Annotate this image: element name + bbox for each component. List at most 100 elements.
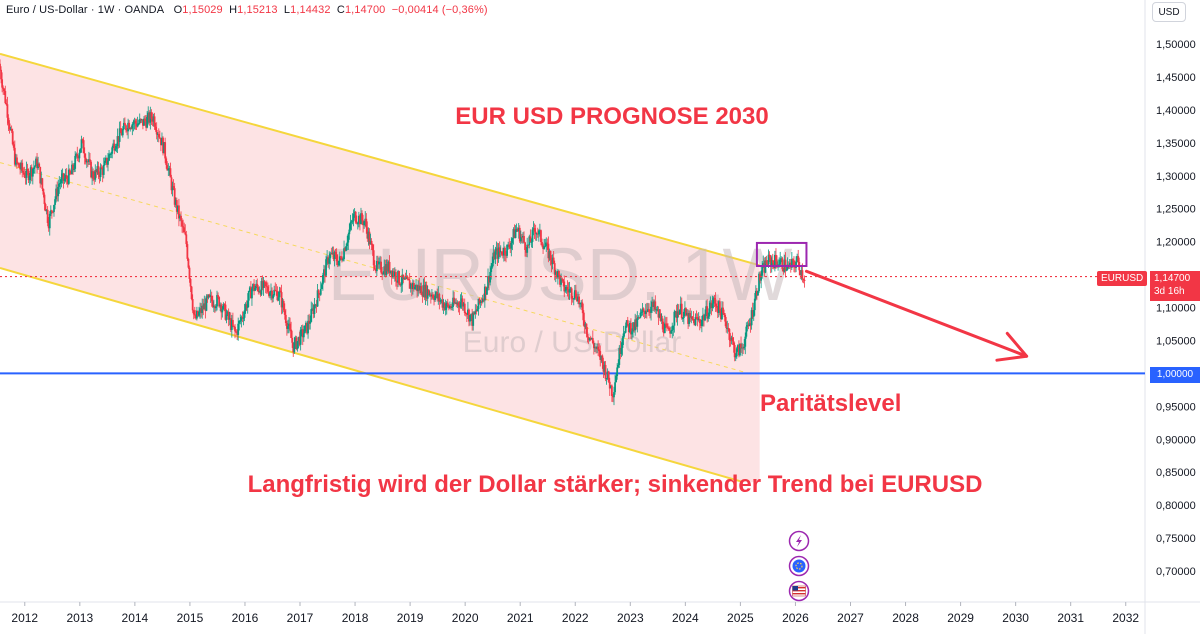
candle-body — [552, 257, 555, 264]
candle-body — [196, 311, 198, 319]
candle-body — [201, 305, 204, 314]
candle-body — [249, 287, 252, 299]
candle-body — [691, 316, 694, 319]
candle-body — [675, 311, 678, 318]
candle-body — [357, 215, 360, 224]
candle-body — [121, 129, 124, 136]
candle-body — [260, 281, 263, 295]
x-tick-label: 2020 — [452, 611, 479, 625]
candle-body — [681, 318, 684, 320]
candle-body — [428, 294, 431, 296]
candle-body — [704, 314, 706, 321]
candle-body — [435, 292, 438, 296]
candle-body — [485, 286, 487, 295]
symbol-label[interactable]: Euro / US-Dollar · 1W · OANDA — [6, 4, 165, 16]
candle-body — [272, 295, 275, 299]
last-price-value: 1,14700 — [1154, 273, 1191, 284]
candle-body — [751, 310, 754, 317]
candle-body — [38, 163, 41, 167]
candle-body — [359, 215, 361, 225]
candle-body — [614, 382, 616, 393]
candle-body — [549, 250, 552, 261]
candle-body — [757, 291, 759, 296]
candle-body — [470, 313, 472, 316]
candle-body — [138, 118, 141, 124]
candle-body — [626, 320, 629, 325]
candle-body — [566, 287, 569, 290]
candle-body — [638, 317, 641, 319]
candle-body — [133, 120, 136, 124]
candle-body — [415, 284, 417, 287]
candle-body — [300, 329, 303, 331]
candle-body — [439, 300, 442, 302]
candle-body — [438, 293, 441, 302]
candle-body — [72, 164, 74, 170]
candle-body — [331, 252, 334, 254]
candle-body — [544, 246, 547, 248]
low-label: L — [283, 4, 291, 16]
candle-body — [21, 162, 24, 171]
candle-body — [533, 228, 536, 232]
candle-body — [298, 336, 301, 345]
candle-body — [742, 347, 745, 349]
candle-body — [64, 175, 67, 179]
candle-body — [716, 307, 719, 313]
candle-body — [698, 319, 701, 324]
candle-body — [391, 271, 394, 277]
candle-body — [537, 230, 540, 235]
candle-body — [699, 323, 702, 326]
candle-body — [65, 175, 68, 179]
candle-body — [337, 260, 340, 266]
candle-body — [192, 310, 195, 315]
candle-body — [5, 103, 8, 105]
candle-body — [34, 166, 36, 168]
candle-body — [224, 304, 227, 320]
candle-body — [375, 260, 378, 272]
candle-body — [399, 283, 402, 286]
candle-body — [256, 283, 259, 288]
candle-body — [377, 260, 379, 265]
candle-body — [125, 125, 127, 131]
candle-body — [269, 292, 271, 296]
candle-body — [335, 254, 338, 262]
candle-body — [640, 311, 643, 313]
annotation-title: EUR USD PROGNOSE 2030 — [455, 103, 768, 130]
candle-body — [344, 248, 347, 251]
candle-body — [708, 308, 711, 317]
high-value: 1,15213 — [237, 4, 278, 16]
candle-body — [163, 142, 165, 154]
candle-body — [509, 247, 512, 249]
flag-stripe — [792, 593, 806, 595]
candle-body — [113, 143, 116, 151]
candle-body — [166, 165, 169, 171]
candle-body — [333, 252, 336, 260]
candle-body — [558, 270, 560, 276]
candle-body — [653, 301, 656, 307]
candle-body — [156, 134, 159, 136]
candle-body — [119, 128, 122, 133]
candle-body — [143, 118, 145, 126]
candle-body — [800, 270, 803, 276]
candle-body — [567, 289, 570, 293]
candle-body — [608, 381, 611, 389]
candle-body — [99, 167, 102, 178]
candle-body — [288, 323, 290, 327]
candle-body — [43, 194, 46, 205]
candle-body — [162, 137, 164, 154]
candle-body — [746, 325, 749, 327]
candles — [0, 59, 806, 406]
candle-body — [341, 257, 343, 261]
candle-body — [405, 276, 408, 280]
candle-body — [107, 160, 109, 165]
candle-body — [668, 327, 670, 331]
candle-body — [672, 325, 675, 330]
candle-body — [285, 323, 288, 329]
currency-button[interactable]: USD — [1152, 2, 1186, 22]
candle-body — [569, 288, 572, 290]
candle-body — [263, 280, 266, 283]
candle-body — [193, 314, 196, 316]
candle-body — [26, 168, 29, 171]
x-tick-label: 2029 — [947, 611, 974, 625]
